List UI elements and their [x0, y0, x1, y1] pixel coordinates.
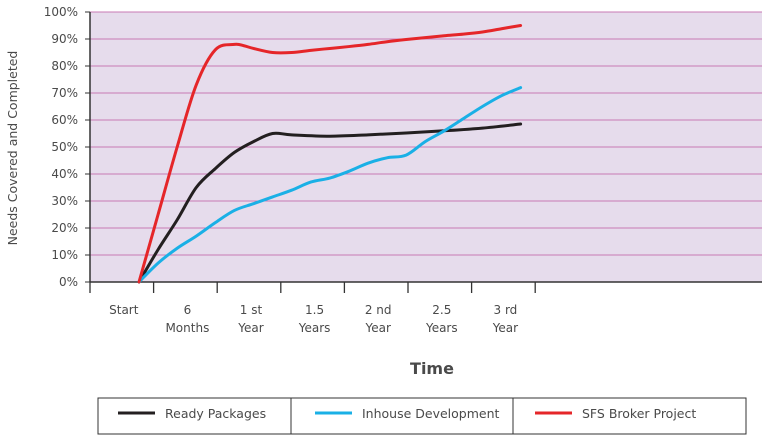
x-axis-tick-labels: Start 6 Months 1 st Year 1.5 Years 2 nd Year 2.5 Y… [89, 282, 536, 335]
y-tick-label: 10% [51, 248, 78, 262]
legend-label: Ready Packages [165, 406, 266, 421]
series-lines [137, 24, 523, 284]
gridlines [85, 11, 762, 283]
legend-box [97, 397, 747, 435]
y-tick-label: 60% [51, 113, 78, 127]
x-tick-label: Years [425, 321, 458, 335]
y-tick-label: 80% [51, 59, 78, 73]
x-tick-label: 1 st [240, 303, 263, 317]
series-line-2 [137, 86, 523, 284]
x-tick-label: Year [237, 321, 263, 335]
y-tick-label: 50% [51, 140, 78, 154]
x-axis-title: Time [410, 359, 454, 378]
y-tick-label: 40% [51, 167, 78, 181]
x-tick-label: 3 rd [494, 303, 518, 317]
x-tick-label: Year [492, 321, 518, 335]
y-tick-label: 0% [59, 275, 78, 289]
y-axis-tick-labels: 0% 10% 20% 30% 40% 50% 60% 70% 80% 90% 100% [44, 5, 78, 289]
x-tick-label: 2 nd [365, 303, 392, 317]
legend-label: Inhouse Development [362, 406, 500, 421]
x-tick-label: Years [298, 321, 331, 335]
x-tick-label: Year [364, 321, 390, 335]
y-axis-title: Needs Covered and Completed [5, 51, 20, 246]
y-tick-label: 70% [51, 86, 78, 100]
y-tick-label: 30% [51, 194, 78, 208]
legend-label: SFS Broker Project [582, 406, 696, 421]
x-tick-label: 6 [184, 303, 192, 317]
x-tick-label: 2.5 [432, 303, 451, 317]
y-tick-label: 100% [44, 5, 78, 19]
legend: Ready Packages Inhouse Development SFS Bro… [97, 397, 747, 435]
series-line-3 [137, 24, 523, 284]
x-tick-label: Start [109, 303, 139, 317]
x-tick-label: 1.5 [305, 303, 324, 317]
x-tick-label: Months [165, 321, 209, 335]
series-line-1 [137, 122, 523, 284]
y-tick-label: 90% [51, 32, 78, 46]
y-tick-label: 20% [51, 221, 78, 235]
